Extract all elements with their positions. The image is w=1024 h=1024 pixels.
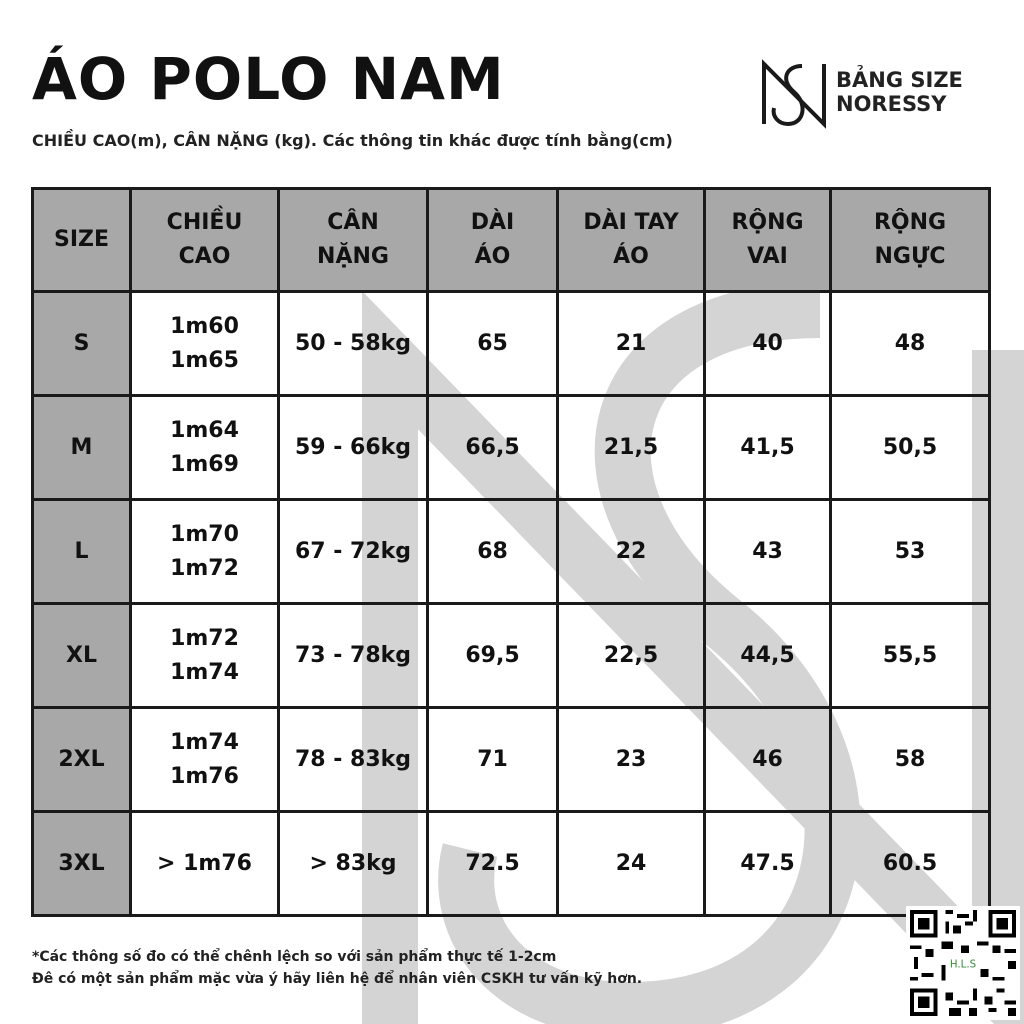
cell-sleeve: 23 xyxy=(556,706,706,813)
cell-height: 1m64 1m69 xyxy=(129,394,280,501)
cell-size: M xyxy=(31,394,132,501)
cell-size: 2XL xyxy=(31,706,132,813)
cell-size: 3XL xyxy=(31,810,132,917)
cell-sleeve: 22 xyxy=(556,498,706,605)
table-row: XL 1m72 1m74 73 - 78kg 69,5 22,5 44,5 55,… xyxy=(31,602,991,709)
cell-weight: 67 - 72kg xyxy=(277,498,429,605)
cell-length: 69,5 xyxy=(426,602,559,709)
size-table: SIZE CHIỀU CAO CÂN NẶNG DÀI ÁO DÀI TAY ÁO RỘ… xyxy=(31,187,991,917)
cell-sleeve: 24 xyxy=(556,810,706,917)
cell-chest: 60.5 xyxy=(829,810,991,917)
qr-code-icon[interactable]: H.L.S xyxy=(906,906,1020,1020)
table-row: M 1m64 1m69 59 - 66kg 66,5 21,5 41,5 50,5 xyxy=(31,394,991,501)
footnote-line-2: Đê có một sản phẩm mặc vừa ý hãy liên hệ… xyxy=(32,971,643,987)
col-header-weight: CÂN NẶNG xyxy=(277,187,429,293)
cell-size: L xyxy=(31,498,132,605)
table-header-row: SIZE CHIỀU CAO CÂN NẶNG DÀI ÁO DÀI TAY ÁO RỘ… xyxy=(31,187,991,293)
footnote: *Các thông số đo có thể chênh lệch so vớ… xyxy=(32,946,642,990)
col-header-sleeve: DÀI TAY ÁO xyxy=(556,187,706,293)
cell-weight: 50 - 58kg xyxy=(277,290,429,397)
brand-line-1: BẢNG SIZE xyxy=(836,68,963,92)
table-row: S 1m60 1m65 50 - 58kg 65 21 40 48 xyxy=(31,290,991,397)
cell-height: 1m74 1m76 xyxy=(129,706,280,813)
cell-shoulder: 41,5 xyxy=(703,394,832,501)
cell-weight: 73 - 78kg xyxy=(277,602,429,709)
cell-length: 68 xyxy=(426,498,559,605)
cell-chest: 58 xyxy=(829,706,991,813)
cell-height: 1m70 1m72 xyxy=(129,498,280,605)
col-header-length: DÀI ÁO xyxy=(426,187,559,293)
qr-center-label: H.L.S xyxy=(950,959,976,970)
cell-length: 65 xyxy=(426,290,559,397)
cell-chest: 48 xyxy=(829,290,991,397)
footnote-line-1: *Các thông số đo có thể chênh lệch so vớ… xyxy=(32,949,557,965)
cell-sleeve: 21 xyxy=(556,290,706,397)
cell-chest: 50,5 xyxy=(829,394,991,501)
cell-height: 1m72 1m74 xyxy=(129,602,280,709)
cell-sleeve: 22,5 xyxy=(556,602,706,709)
cell-shoulder: 46 xyxy=(703,706,832,813)
cell-sleeve: 21,5 xyxy=(556,394,706,501)
table-row: 2XL 1m74 1m76 78 - 83kg 71 23 46 58 xyxy=(31,706,991,813)
cell-length: 72.5 xyxy=(426,810,559,917)
col-header-chest: RỘNG NGỰC xyxy=(829,187,991,293)
cell-length: 66,5 xyxy=(426,394,559,501)
cell-chest: 55,5 xyxy=(829,602,991,709)
cell-shoulder: 40 xyxy=(703,290,832,397)
brand-text: BẢNG SIZE NORESSY xyxy=(836,68,963,116)
cell-weight: 59 - 66kg xyxy=(277,394,429,501)
cell-chest: 53 xyxy=(829,498,991,605)
col-header-size: SIZE xyxy=(31,187,132,293)
cell-length: 71 xyxy=(426,706,559,813)
col-header-height: CHIỀU CAO xyxy=(129,187,280,293)
cell-height: > 1m76 xyxy=(129,810,280,917)
cell-size: S xyxy=(31,290,132,397)
table-row: 3XL > 1m76 > 83kg 72.5 24 47.5 60.5 xyxy=(31,810,991,917)
page-subtitle: CHIỀU CAO(m), CÂN NẶNG (kg). Các thông t… xyxy=(32,131,673,150)
cell-shoulder: 47.5 xyxy=(703,810,832,917)
brand-line-2: NORESSY xyxy=(836,92,947,116)
cell-shoulder: 43 xyxy=(703,498,832,605)
cell-weight: 78 - 83kg xyxy=(277,706,429,813)
cell-height: 1m60 1m65 xyxy=(129,290,280,397)
noressy-ns-monogram-icon xyxy=(762,59,826,129)
brand-block: BẢNG SIZE NORESSY xyxy=(758,58,998,130)
col-header-shoulder: RỘNG VAI xyxy=(703,187,832,293)
cell-weight: > 83kg xyxy=(277,810,429,917)
cell-shoulder: 44,5 xyxy=(703,602,832,709)
table-row: L 1m70 1m72 67 - 72kg 68 22 43 53 xyxy=(31,498,991,605)
page-title: ÁO POLO NAM xyxy=(32,45,505,113)
cell-size: XL xyxy=(31,602,132,709)
